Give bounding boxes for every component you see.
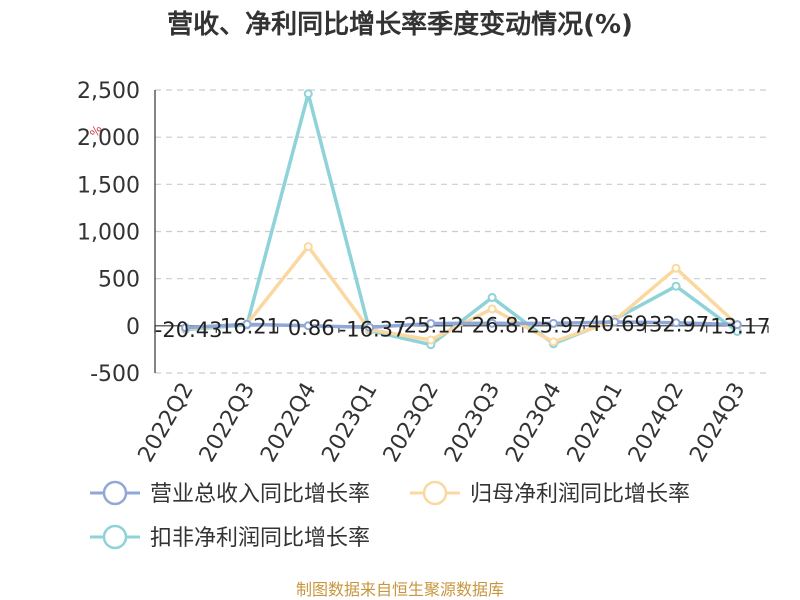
data-point	[671, 318, 681, 328]
data-label: 25.97	[526, 313, 586, 337]
y-tick-label: 500	[98, 268, 140, 293]
x-tick-label: 2023Q1	[317, 379, 382, 467]
x-tick-label: 2022Q4	[256, 379, 321, 467]
data-label: -16.37	[339, 317, 407, 341]
data-point	[610, 317, 620, 327]
x-tick-label: 2024Q1	[563, 379, 628, 467]
x-tick-label: 2024Q3	[685, 379, 750, 467]
y-tick-label: 1,500	[77, 173, 140, 198]
series-line	[185, 320, 738, 330]
data-label: 40.69	[588, 312, 648, 336]
grid-lines	[155, 89, 768, 374]
x-tick-label: 2023Q4	[501, 379, 566, 467]
data-point	[487, 304, 497, 314]
legend-label: 扣非净利润同比增长率	[150, 526, 370, 551]
data-label: 16.21	[220, 314, 280, 338]
series-group	[181, 89, 742, 350]
x-tick-label: 2024Q2	[624, 379, 689, 467]
data-point	[242, 319, 252, 329]
x-tick-label: 2023Q3	[440, 379, 505, 467]
data-point	[426, 318, 436, 328]
legend-swatch-marker	[102, 524, 128, 550]
data-point	[548, 318, 558, 328]
x-tick-label: 2023Q2	[379, 378, 444, 466]
data-label: 0.86	[288, 316, 335, 340]
data-point	[548, 337, 558, 347]
legend-label: 归母净利润同比增长率	[470, 482, 690, 507]
y-tick-label: 2,000	[77, 126, 140, 151]
y-axis: -500 0 500 1,000 1,500 2,000 2,500	[77, 79, 156, 387]
legend-swatch-marker	[422, 480, 448, 506]
data-point	[365, 322, 375, 332]
y-tick-label: -500	[90, 362, 140, 387]
series-line	[185, 92, 739, 347]
chart-title: 营收、净利同比增长率季度变动情况(%)	[167, 9, 633, 40]
data-label: 32.97	[649, 313, 709, 337]
data-point	[487, 293, 497, 303]
data-point	[671, 263, 681, 273]
data-label: 13.17	[710, 315, 770, 339]
x-axis: 2022Q22022Q32022Q42023Q12023Q22023Q32023…	[134, 325, 769, 467]
data-point	[487, 318, 497, 328]
data-label: 25.12	[404, 313, 464, 337]
data-point	[732, 320, 742, 330]
data-point	[303, 321, 313, 331]
y-tick-label: 2,500	[77, 79, 140, 104]
data-point	[426, 335, 436, 345]
data-point	[181, 323, 191, 333]
data-point	[671, 281, 681, 291]
source-note: 制图数据来自恒生聚源数据库	[296, 580, 504, 599]
data-label: 26.8	[472, 313, 519, 337]
x-tick-label: 2022Q2	[134, 379, 199, 467]
legend-swatch-marker	[102, 480, 128, 506]
legend-label: 营业总收入同比增长率	[150, 482, 370, 507]
y-tick-label: 0	[126, 315, 140, 340]
y-tick-label: 1,000	[77, 221, 140, 246]
x-tick-label: 2022Q3	[195, 379, 260, 467]
data-label: -20.43	[155, 318, 223, 342]
data-point	[303, 242, 313, 252]
data-point	[303, 89, 313, 99]
